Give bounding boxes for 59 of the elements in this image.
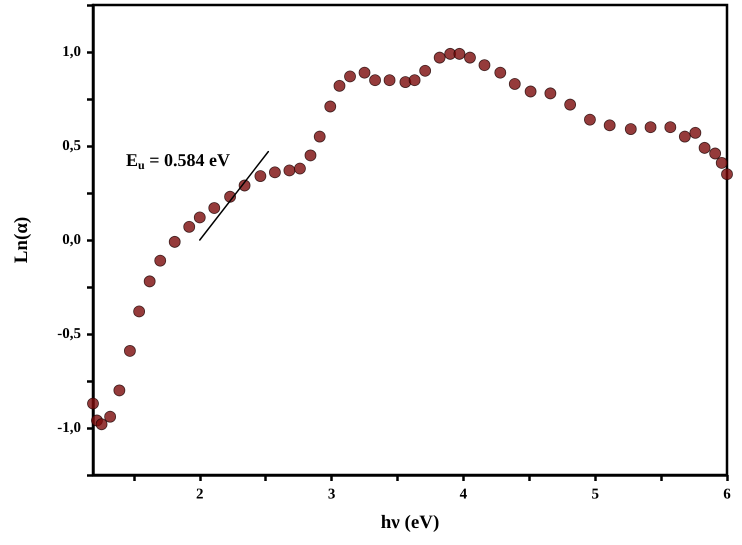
point (304, 150, 316, 162)
point (664, 121, 676, 134)
point (334, 80, 346, 92)
point (721, 168, 733, 180)
x-tick-label: 5 (591, 486, 599, 502)
point (689, 126, 702, 139)
point (344, 70, 356, 82)
point (716, 157, 728, 169)
point (254, 170, 266, 182)
point (324, 100, 336, 112)
point (314, 130, 326, 142)
point (624, 123, 637, 135)
y-axis-title: Ln(α) (11, 216, 32, 264)
point (369, 74, 381, 86)
point (698, 142, 710, 154)
point (113, 384, 126, 396)
point (584, 114, 596, 126)
point (408, 74, 421, 86)
point (604, 119, 616, 132)
point (478, 59, 490, 72)
point (194, 212, 206, 224)
point (644, 121, 656, 134)
point (508, 78, 521, 90)
point (544, 87, 556, 100)
point (464, 52, 476, 64)
x-tick-label: 3 (328, 486, 336, 502)
point (208, 202, 220, 214)
point (133, 306, 146, 318)
point (419, 64, 432, 77)
x-tick-label: 4 (460, 486, 468, 502)
y-tick-label: -0,5 (57, 326, 81, 342)
point (104, 410, 116, 423)
point (284, 164, 296, 176)
point (124, 345, 136, 357)
point (384, 74, 396, 86)
point (269, 166, 281, 178)
point (144, 275, 156, 288)
x-tick-label: 6 (723, 486, 732, 502)
point (678, 130, 691, 142)
y-tick-label: -1,0 (57, 420, 81, 436)
point (96, 418, 108, 430)
point (494, 66, 506, 79)
point (154, 254, 166, 267)
point (400, 76, 412, 88)
point (709, 148, 722, 160)
point (168, 236, 181, 248)
point (564, 98, 576, 111)
point (87, 398, 99, 410)
point (183, 220, 196, 233)
point (294, 162, 306, 174)
x-tick-label: 2 (196, 486, 204, 502)
point (434, 52, 446, 64)
point (524, 86, 537, 98)
y-tick-label: 0,0 (62, 232, 81, 248)
point (454, 48, 466, 60)
y-tick-label: 0,5 (62, 138, 81, 154)
x-axis-title: hν (eV) (380, 512, 440, 533)
y-tick-label: 1,0 (62, 44, 81, 60)
point (358, 66, 370, 79)
